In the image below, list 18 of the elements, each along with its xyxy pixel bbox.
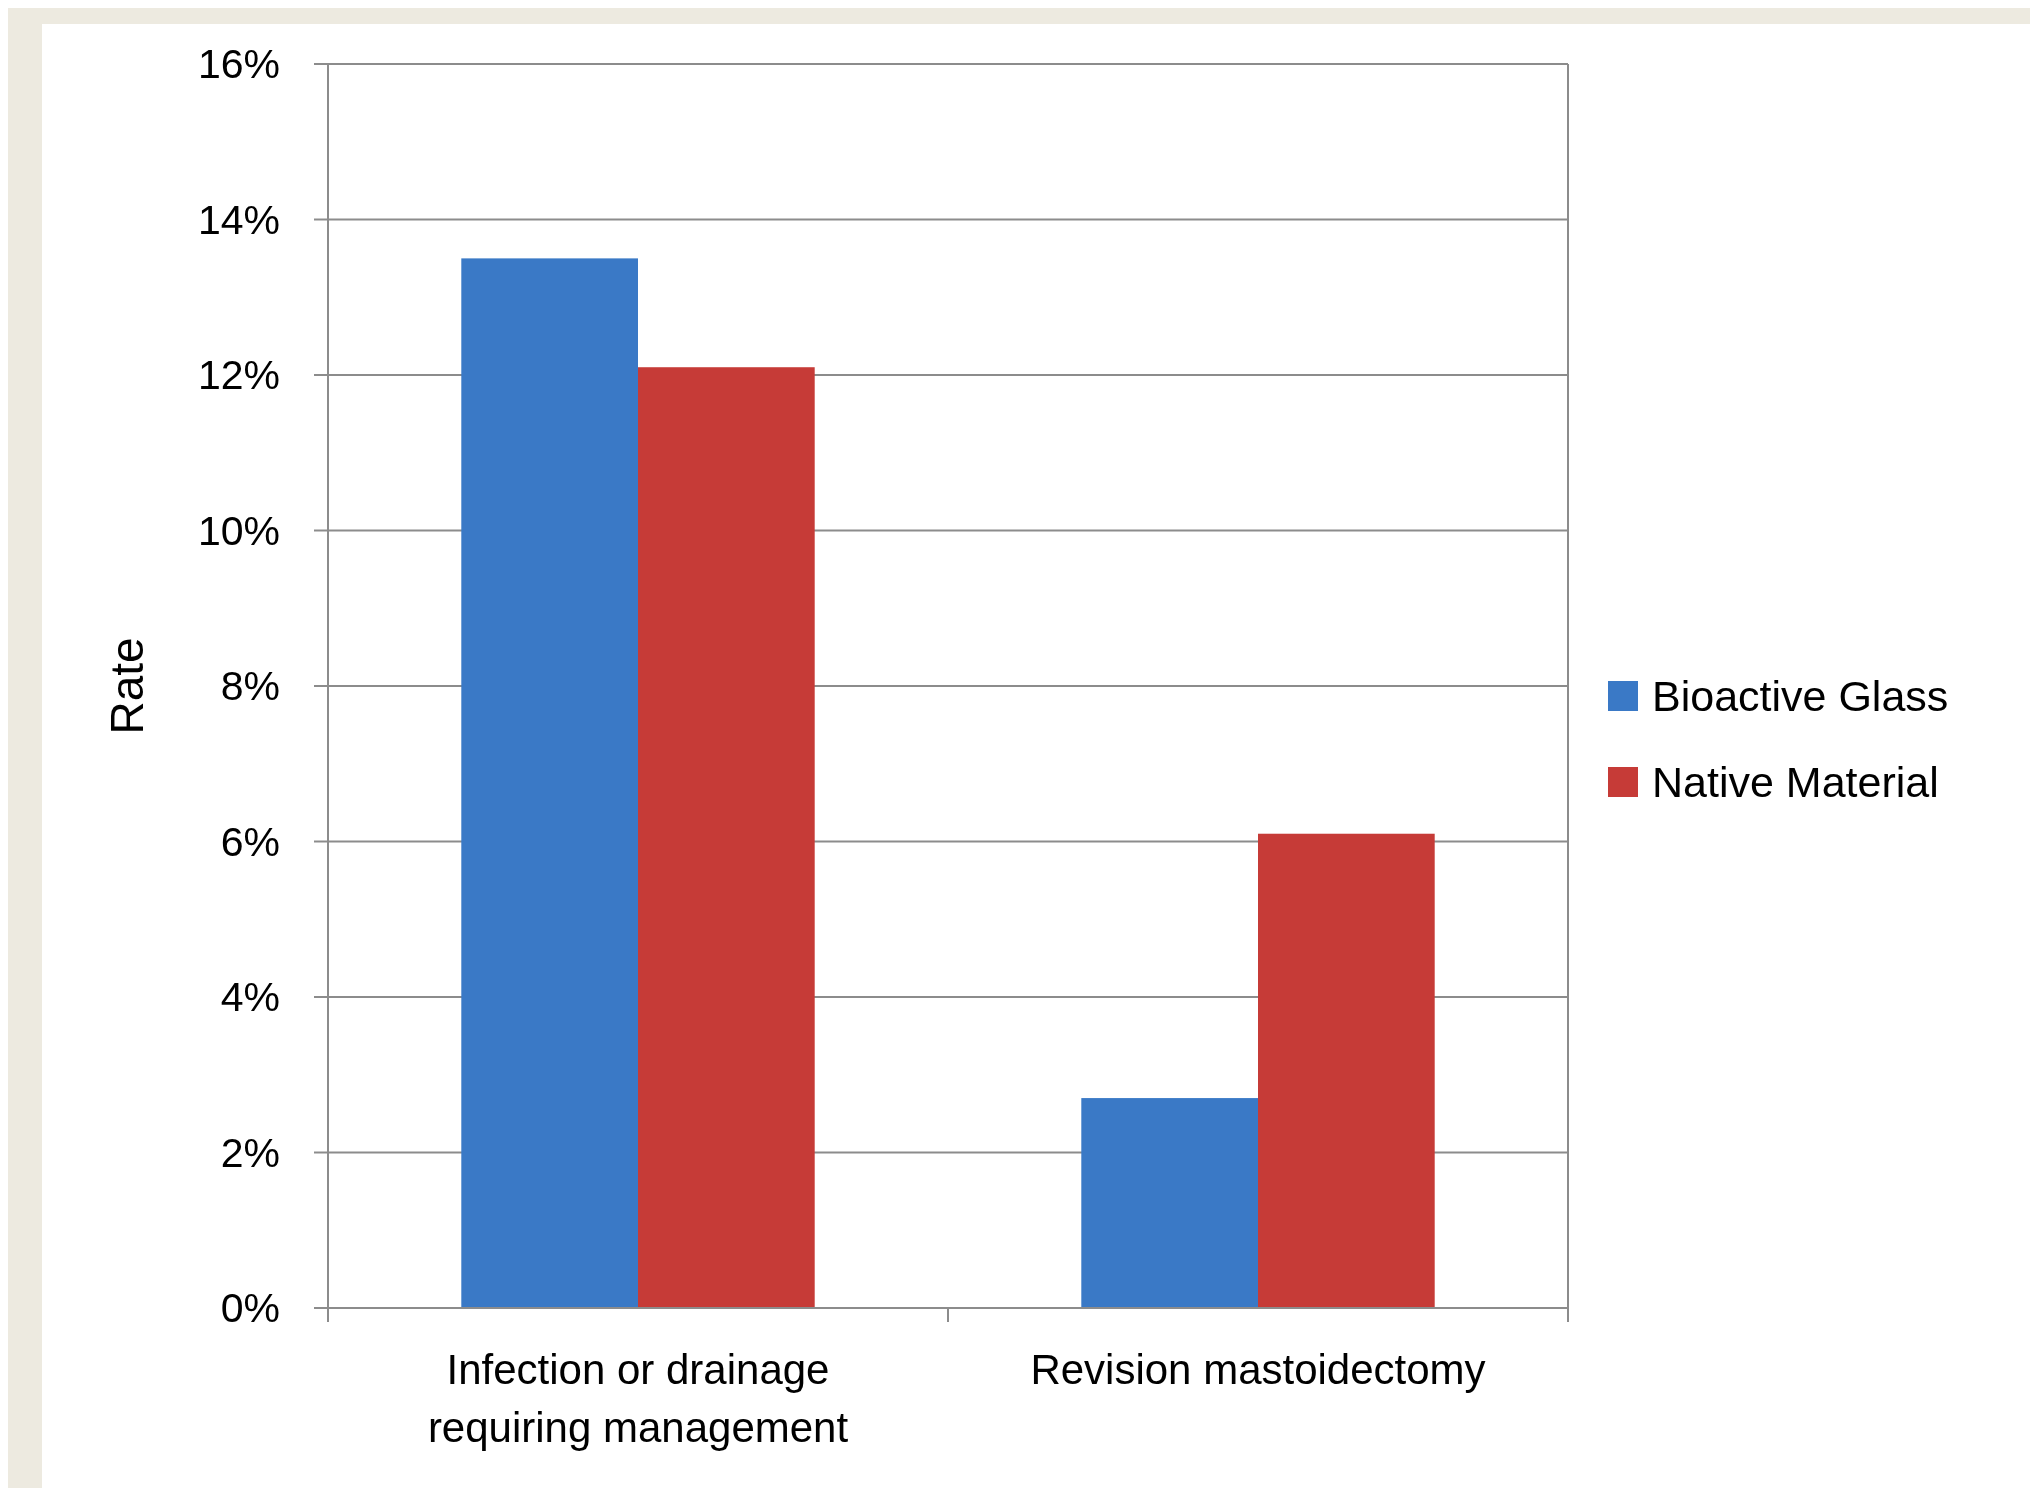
y-tick-label: 4% — [220, 974, 280, 1021]
y-tick-label: 0% — [220, 1285, 280, 1332]
y-tick-label: 6% — [220, 818, 280, 865]
bar — [1081, 1098, 1258, 1308]
y-tick-label: 14% — [197, 196, 280, 243]
x-tick-label: Revision mastoidectomy — [1030, 1346, 1486, 1393]
legend-label: Bioactive Glass — [1652, 672, 1949, 721]
y-tick-label: 2% — [220, 1129, 280, 1176]
bar — [461, 258, 638, 1308]
x-tick-label: Infection or drainage requiring management — [427, 1346, 849, 1451]
y-tick-label: 8% — [220, 663, 280, 710]
y-tick-label: 16% — [197, 41, 280, 88]
bar — [1258, 833, 1435, 1308]
bar — [638, 367, 815, 1308]
y-tick-label: 12% — [197, 352, 280, 399]
y-axis-title: Rate — [101, 637, 153, 735]
y-tick-label: 10% — [197, 507, 280, 554]
legend-label: Native Material — [1652, 758, 1939, 807]
